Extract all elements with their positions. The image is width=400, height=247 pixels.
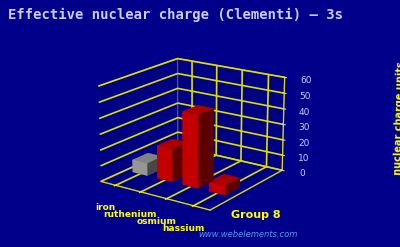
Text: www.webelements.com: www.webelements.com — [198, 230, 298, 239]
Text: Group 8: Group 8 — [231, 210, 280, 220]
Text: Effective nuclear charge (Clementi) – 3s: Effective nuclear charge (Clementi) – 3s — [8, 7, 343, 21]
